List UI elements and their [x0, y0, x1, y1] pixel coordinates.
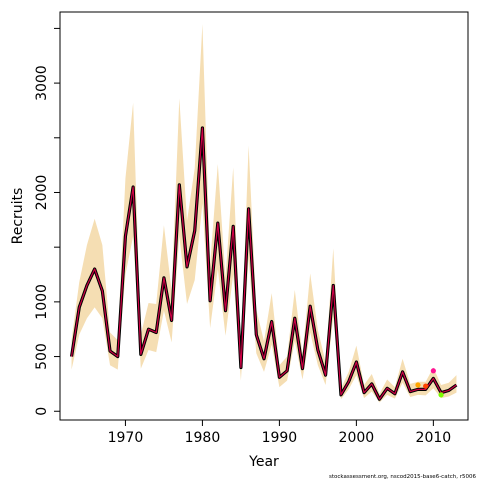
y-tick-label-2000: 2000 — [34, 175, 50, 211]
y-tick-label-1000: 1000 — [34, 284, 50, 320]
y-tick-label-500: 500 — [34, 343, 50, 370]
y-axis-title: Recruits — [10, 188, 26, 245]
retro-point-2009 — [423, 383, 429, 389]
retro-point-2011 — [438, 392, 444, 398]
footnote: stockassessment.org, nscod2015-base6-cat… — [329, 474, 476, 480]
x-tick-label-1980: 1980 — [185, 430, 221, 446]
y-tick-label-0: 0 — [34, 407, 50, 416]
y-axis: 0 500 1000 2000 3000 — [34, 27, 60, 416]
retro-point-layer — [415, 368, 444, 398]
estimate-line-layer — [69, 126, 458, 401]
x-tick-label-2000: 2000 — [339, 430, 375, 446]
retro-point-2008 — [415, 382, 421, 388]
retro-line — [70, 127, 457, 400]
plot-frame — [59, 11, 469, 421]
x-tick-label-1970: 1970 — [108, 430, 144, 446]
x-axis: 1970 1980 1990 2000 2010 — [108, 420, 452, 446]
retro-point-2010 — [430, 368, 436, 374]
x-tick-label-2010: 2010 — [416, 430, 452, 446]
y-tick-label-3000: 3000 — [34, 65, 50, 101]
x-axis-title: Year — [248, 454, 279, 470]
x-tick-label-1990: 1990 — [262, 430, 298, 446]
